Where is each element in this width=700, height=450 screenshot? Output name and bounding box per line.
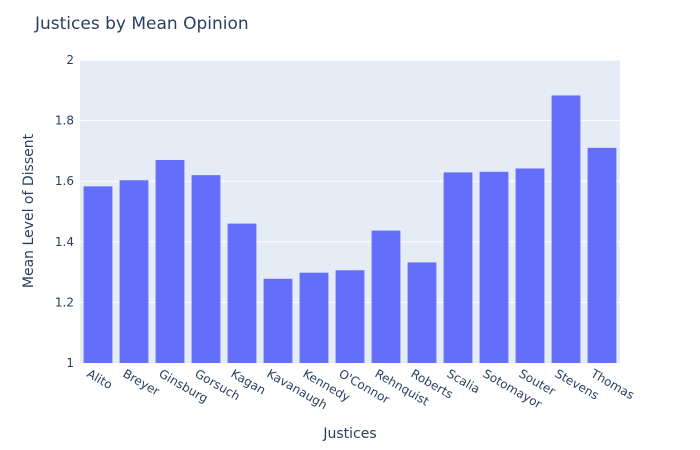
bar	[119, 180, 149, 363]
chart-title: Justices by Mean Opinion	[34, 14, 249, 34]
y-tick-label: 1.8	[55, 114, 74, 128]
bar	[191, 175, 221, 363]
bar	[155, 159, 185, 363]
bar	[227, 223, 257, 363]
x-axis-title: Justices	[322, 426, 376, 442]
bar	[515, 168, 545, 363]
bar	[587, 147, 617, 363]
bar	[371, 230, 401, 363]
x-tick-label: Breyer	[121, 366, 162, 398]
bar	[335, 270, 365, 363]
bar	[551, 95, 581, 364]
bar	[479, 171, 509, 363]
x-tick-labels: Alito BreyerGinsburgGorsuchKaganKavanaugh…	[85, 366, 637, 412]
bar	[299, 272, 329, 363]
bars	[83, 95, 617, 364]
bar	[83, 186, 113, 363]
bar	[263, 278, 293, 363]
bar	[407, 262, 437, 363]
y-tick-label: 2	[66, 53, 74, 67]
x-tick-label: Alito	[85, 366, 115, 392]
y-tick-label: 1	[66, 356, 74, 370]
y-tick-label: 1.2	[55, 295, 74, 309]
y-tick-label: 1.6	[55, 174, 74, 188]
y-tick-label: 1.4	[55, 235, 74, 249]
bar	[443, 172, 473, 363]
y-tick-labels: 1 1.2 1.4 1.6 1.8 2	[55, 53, 74, 370]
y-axis-title: Mean Level of Dissent	[21, 133, 37, 288]
